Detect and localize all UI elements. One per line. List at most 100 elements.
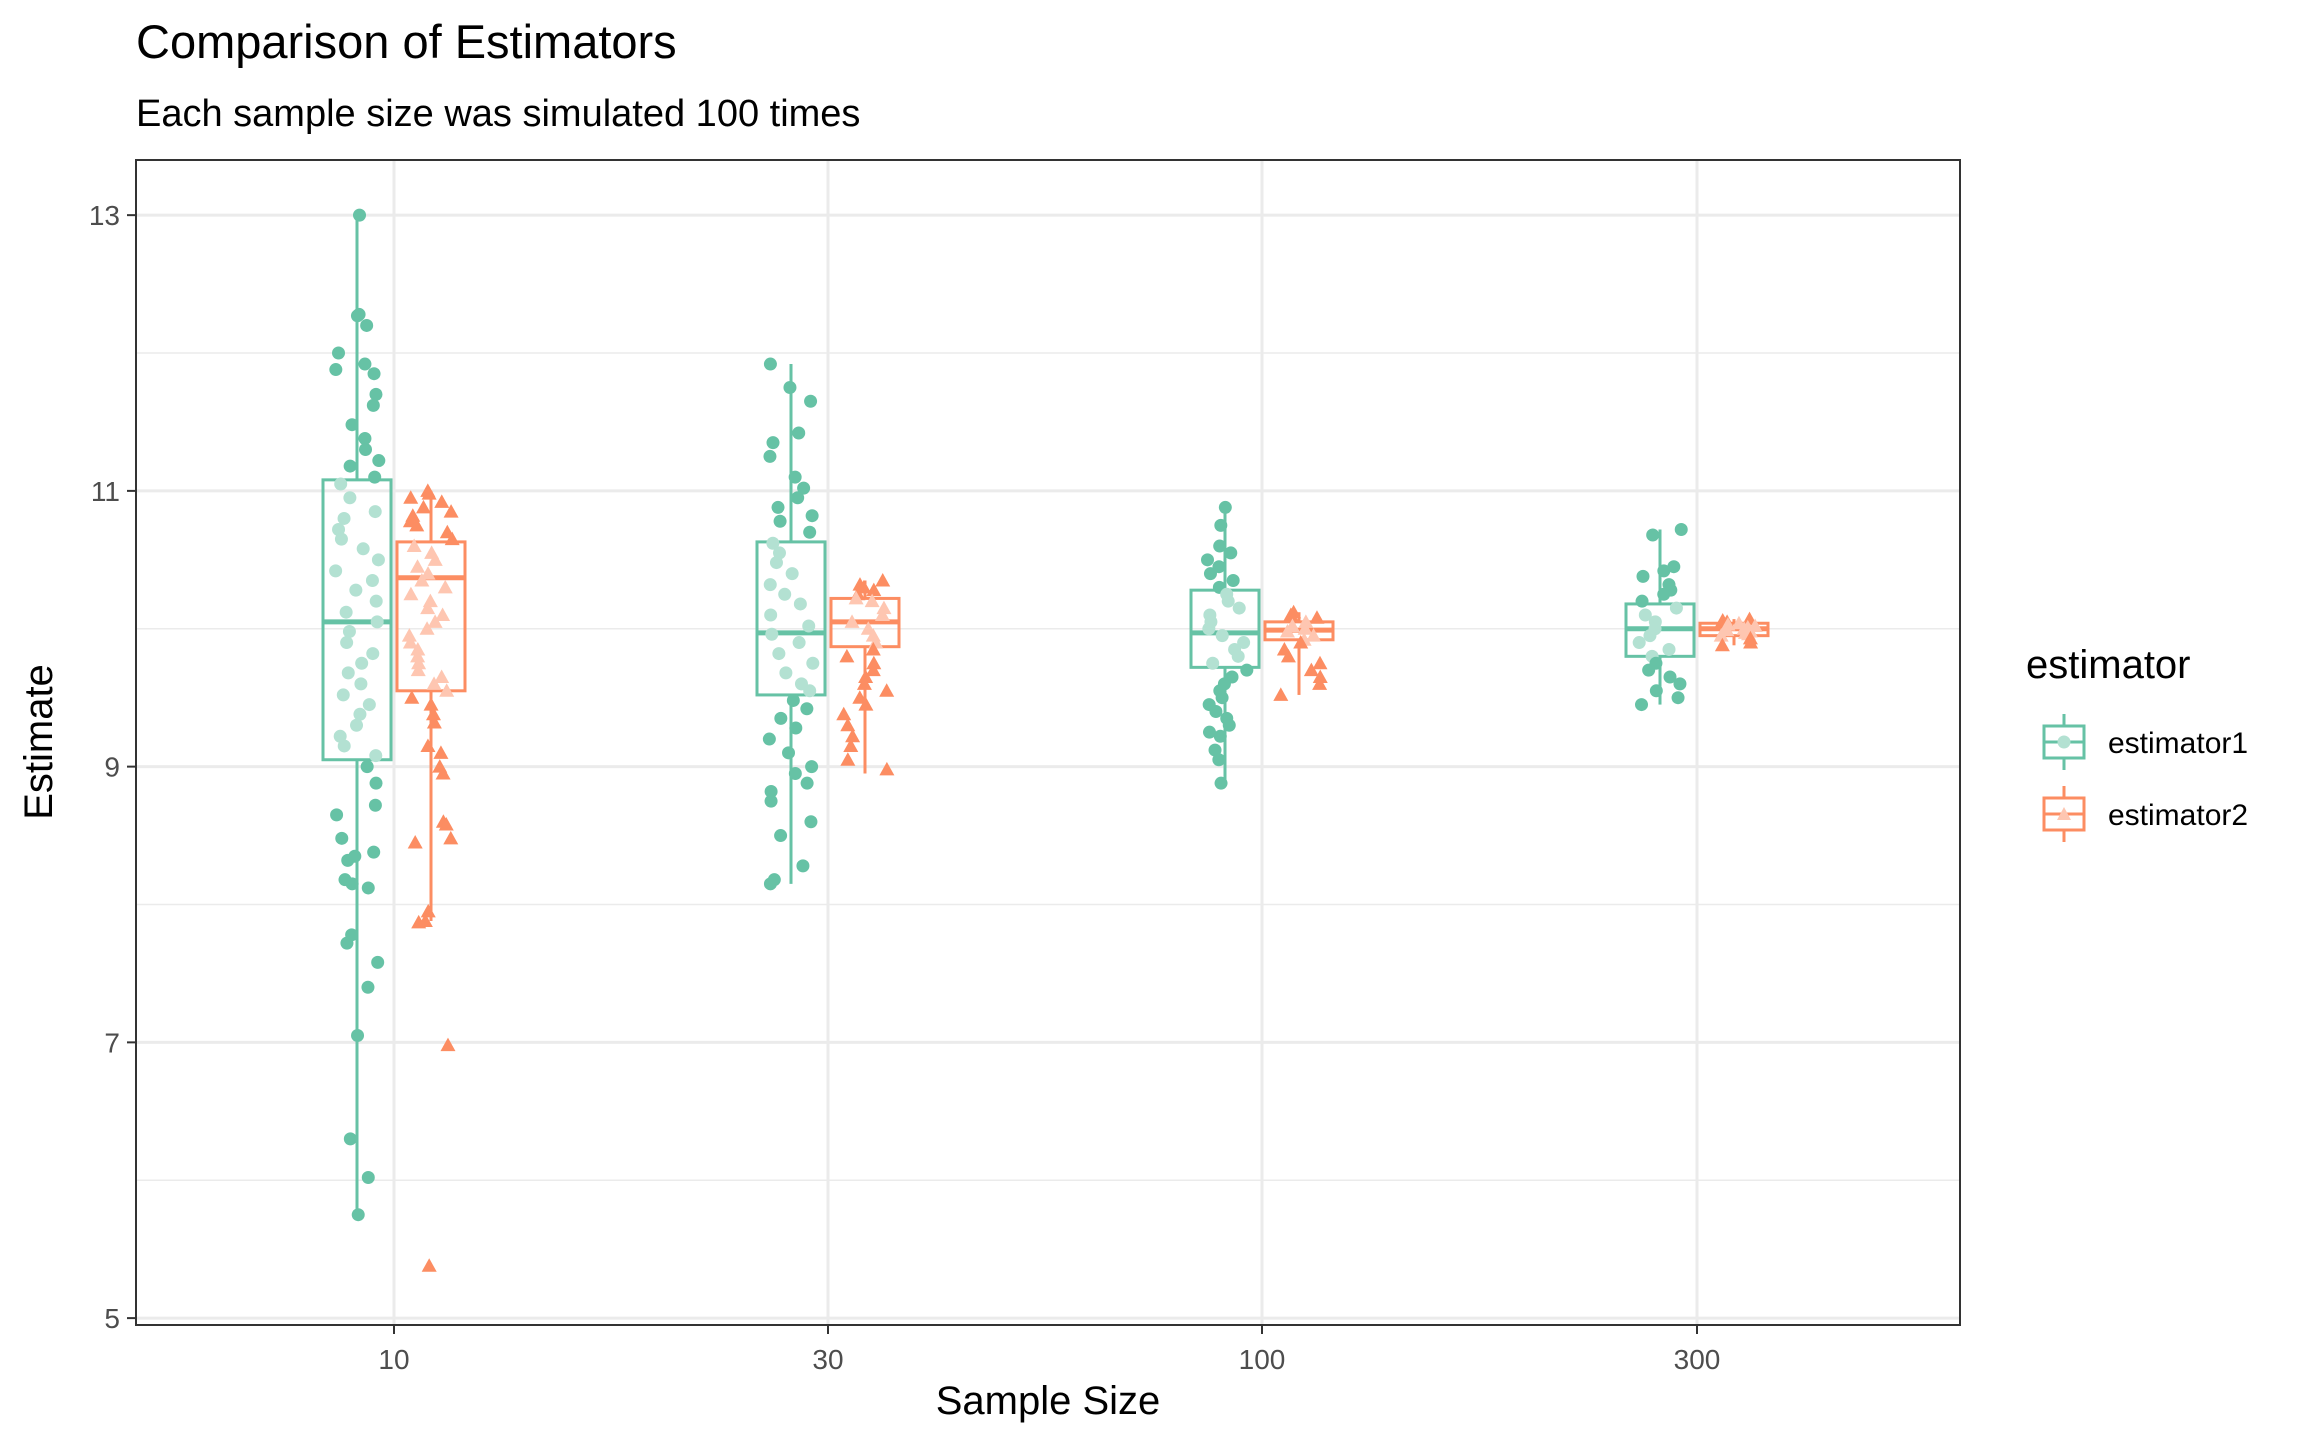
data-point-estimator1 <box>1674 522 1688 536</box>
data-point-estimator2 <box>845 728 861 743</box>
data-point-estimator1 <box>335 831 349 845</box>
data-point-estimator1 <box>1200 553 1214 567</box>
data-point-estimator2 <box>1312 655 1328 670</box>
data-point-estimator1 <box>1231 649 1245 663</box>
data-point-estimator1 <box>803 525 817 539</box>
data-point-estimator1 <box>788 767 802 781</box>
data-point-estimator1 <box>330 808 344 822</box>
data-point-estimator1 <box>350 309 364 323</box>
data-point-estimator2 <box>1303 662 1319 677</box>
y-tick-label: 5 <box>104 1303 120 1334</box>
data-point-estimator2 <box>401 628 417 642</box>
data-point-estimator2 <box>409 517 425 532</box>
data-point-estimator1 <box>763 449 777 463</box>
data-point-estimator1 <box>765 627 779 641</box>
data-point-estimator1 <box>369 387 383 401</box>
data-point-estimator2 <box>425 706 441 721</box>
data-point-estimator1 <box>791 491 805 505</box>
data-point-estimator1 <box>1657 587 1671 601</box>
data-point-estimator2 <box>843 738 859 752</box>
data-point-estimator2 <box>840 717 856 732</box>
data-point-estimator2 <box>1273 687 1289 701</box>
data-point-estimator1 <box>354 677 368 691</box>
data-point-estimator1 <box>800 702 814 716</box>
data-point-estimator1 <box>368 505 382 519</box>
data-point-estimator1 <box>340 936 354 950</box>
data-point-estimator1 <box>345 418 359 432</box>
data-point-estimator1 <box>782 746 796 760</box>
legend-item-estimator1: estimator1 <box>2042 714 2248 770</box>
data-point-estimator2 <box>421 1258 437 1272</box>
data-point-estimator2 <box>427 614 443 628</box>
data-point-estimator1 <box>779 666 793 680</box>
data-point-estimator1 <box>329 564 343 578</box>
data-point-estimator2 <box>844 614 860 628</box>
data-point-estimator1 <box>358 357 372 371</box>
data-point-estimator1 <box>804 815 818 829</box>
data-point-estimator1 <box>764 608 778 622</box>
data-point-estimator2 <box>1713 628 1729 642</box>
data-point-estimator1 <box>361 881 375 895</box>
data-point-estimator1 <box>763 357 777 371</box>
data-point-estimator2 <box>443 830 459 845</box>
data-point-estimator1 <box>365 574 379 588</box>
data-point-estimator1 <box>1635 594 1649 608</box>
data-point-estimator1 <box>783 380 797 394</box>
legend: estimator estimator1 estimator2 <box>2026 643 2248 842</box>
data-point-estimator1 <box>1232 601 1246 615</box>
box-body <box>395 540 467 693</box>
data-point-estimator2 <box>443 504 459 518</box>
data-point-estimator1 <box>369 594 383 608</box>
data-point-estimator1 <box>773 514 787 528</box>
chart-title: Comparison of Estimators <box>136 15 677 68</box>
data-point-estimator1 <box>369 776 383 790</box>
data-point-estimator1 <box>786 693 800 707</box>
data-point-estimator2 <box>876 600 892 615</box>
data-point-estimator2 <box>406 538 422 553</box>
data-point-estimator2 <box>1298 614 1314 628</box>
data-point-estimator1 <box>361 980 375 994</box>
data-point-estimator2 <box>414 573 430 587</box>
data-point-estimator1 <box>1202 725 1216 739</box>
data-point-estimator2 <box>434 669 450 684</box>
data-point-estimator1 <box>371 955 385 969</box>
data-point-estimator1 <box>1667 560 1681 574</box>
data-point-estimator2 <box>433 745 449 759</box>
data-point-estimator1 <box>372 454 386 468</box>
data-point-estimator1 <box>1209 704 1223 718</box>
data-point-estimator2 <box>434 494 450 508</box>
legend-label-estimator1: estimator1 <box>2108 727 2248 760</box>
data-point-estimator1 <box>805 760 819 774</box>
data-point-estimator1 <box>366 398 380 412</box>
data-point-estimator1 <box>1202 622 1216 636</box>
data-point-estimator2 <box>840 752 856 766</box>
data-point-estimator2 <box>858 669 874 684</box>
data-point-estimator1 <box>353 707 367 721</box>
legend-key-marker <box>2057 807 2071 820</box>
data-point-estimator1 <box>769 556 783 570</box>
data-point-estimator1 <box>792 426 806 440</box>
data-point-estimator2 <box>866 582 882 597</box>
data-point-estimator1 <box>345 877 359 891</box>
y-tick-label: 11 <box>91 476 120 507</box>
data-point-estimator1 <box>1638 608 1652 622</box>
data-point-estimator1 <box>1214 518 1228 532</box>
data-point-estimator1 <box>1649 684 1663 698</box>
data-point-estimator1 <box>353 208 367 222</box>
data-point-estimator2 <box>1280 648 1296 663</box>
data-point-estimator2 <box>1743 635 1759 649</box>
data-point-estimator2 <box>403 586 419 601</box>
data-point-estimator1 <box>1669 601 1683 615</box>
data-point-estimator1 <box>1221 594 1235 608</box>
data-point-estimator1 <box>336 688 350 702</box>
data-point-estimator2 <box>1742 611 1758 626</box>
y-tick-label: 9 <box>104 752 120 783</box>
y-tick-label: 13 <box>89 200 120 231</box>
data-point-estimator2 <box>419 621 435 635</box>
data-point-estimator1 <box>367 845 381 859</box>
data-point-estimator2 <box>839 648 855 663</box>
data-point-estimator1 <box>1673 677 1687 691</box>
data-point-estimator1 <box>1203 567 1217 581</box>
data-point-estimator1 <box>361 1170 375 1184</box>
